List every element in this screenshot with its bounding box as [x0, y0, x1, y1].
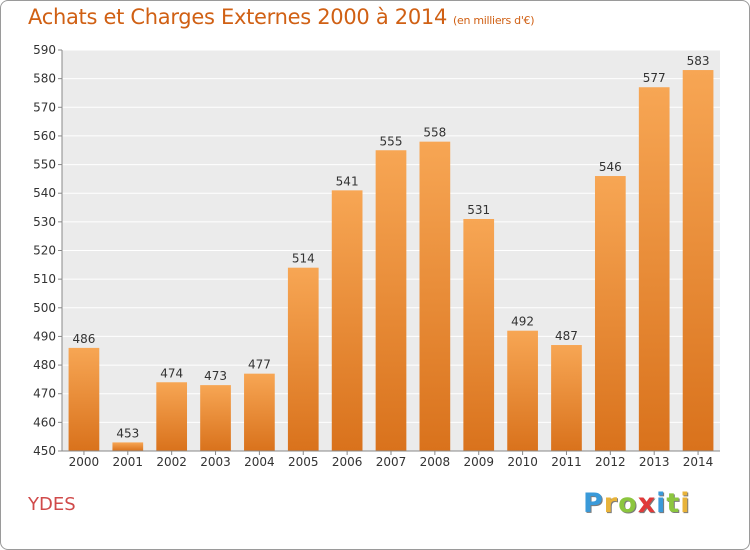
- bar: [331, 190, 363, 451]
- value-label: 583: [687, 54, 710, 68]
- value-label: 487: [555, 329, 578, 343]
- bar: [287, 267, 319, 451]
- y-tick-label: 450: [33, 444, 56, 458]
- y-tick-label: 480: [33, 358, 56, 372]
- x-tick-label: 2007: [376, 455, 407, 469]
- y-tick-label: 520: [33, 244, 56, 258]
- x-tick-label: 2012: [595, 455, 626, 469]
- axes: 450 460 470 480 490 500 510 520 530 540 550 560 570 5…: [33, 43, 720, 469]
- x-tick-label: 2011: [551, 455, 582, 469]
- bar: [200, 385, 231, 451]
- value-label: 531: [467, 203, 490, 217]
- y-tick-label: 510: [33, 272, 56, 286]
- bar: [156, 382, 188, 451]
- x-tick-label: 2004: [244, 455, 275, 469]
- x-tick-label: 2008: [420, 455, 451, 469]
- logo-letter: t: [666, 488, 681, 519]
- y-tick-label: 530: [33, 215, 56, 229]
- x-tick-label: 2013: [639, 455, 670, 469]
- logo-letter: r: [603, 488, 619, 519]
- value-label: 474: [160, 366, 183, 380]
- bar: [375, 150, 407, 451]
- y-tick-label: 500: [33, 301, 56, 315]
- logo-letter: i: [680, 488, 691, 519]
- x-tick-label: 2001: [113, 455, 144, 469]
- x-tick-label: 2000: [69, 455, 100, 469]
- chart-title-text: Achats et Charges Externes 2000 à 2014: [28, 5, 448, 29]
- x-tick-label: 2009: [463, 455, 494, 469]
- bar: [507, 330, 538, 451]
- value-label: 477: [248, 358, 271, 372]
- value-label: 546: [599, 160, 622, 174]
- bar: [638, 87, 670, 451]
- bar: [68, 347, 100, 451]
- value-label: 558: [423, 126, 446, 140]
- y-tick-label: 460: [33, 415, 56, 429]
- y-tick-label: 540: [33, 186, 56, 200]
- location-label: YDES: [28, 494, 76, 515]
- x-tick-label: 2005: [288, 455, 319, 469]
- y-tick-label: 570: [33, 100, 56, 114]
- bar: [419, 141, 451, 451]
- value-label: 486: [72, 332, 95, 346]
- bar: [244, 373, 275, 451]
- y-tick-label: 550: [33, 158, 56, 172]
- y-tick-label: 490: [33, 329, 56, 343]
- logo-letter: o: [618, 488, 638, 519]
- value-label: 453: [116, 426, 139, 440]
- y-tick-label: 560: [33, 129, 56, 143]
- value-label: 555: [380, 134, 403, 148]
- bar: [682, 70, 714, 452]
- x-tick-label: 2002: [156, 455, 187, 469]
- bar: [551, 345, 582, 451]
- value-label: 492: [511, 315, 534, 329]
- proxiti-logo: Proxiti: [583, 488, 691, 519]
- value-label: 473: [204, 369, 227, 383]
- value-label: 577: [643, 71, 666, 85]
- value-label: 514: [292, 252, 315, 266]
- y-tick-label: 470: [33, 387, 56, 401]
- chart-title: Achats et Charges Externes 2000 à 2014 (e…: [28, 5, 535, 29]
- bar: [463, 218, 495, 451]
- chart-subtitle: (en milliers d'€): [453, 14, 535, 27]
- bar: [112, 442, 144, 451]
- y-tick-label: 580: [33, 72, 56, 86]
- x-tick-label: 2006: [332, 455, 363, 469]
- x-tick-label: 2003: [200, 455, 231, 469]
- logo-letter: i: [656, 488, 667, 519]
- bar: [594, 176, 626, 451]
- x-tick-label: 2014: [683, 455, 714, 469]
- logo-letter: P: [583, 488, 604, 519]
- bars: 486 453 474 473 477 514 541 555 558 531 492 487 546 5…: [68, 54, 714, 452]
- logo-letter: x: [637, 488, 657, 519]
- x-tick-label: 2010: [507, 455, 538, 469]
- y-tick-label: 590: [33, 43, 56, 57]
- value-label: 541: [336, 174, 359, 188]
